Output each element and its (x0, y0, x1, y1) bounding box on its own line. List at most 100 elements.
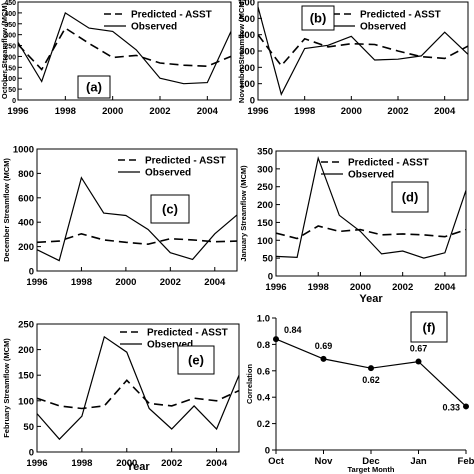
x-tick-label: 1996 (26, 277, 47, 288)
panel-b: 1996 1998 2000 2002 2004 0 100 200 300 400 500 600N… (237, 0, 469, 117)
panel-label: (a) (86, 80, 102, 95)
correlation-point (463, 403, 469, 410)
y-tick-label: 400 (239, 30, 255, 41)
y-tick-label: 600 (18, 193, 34, 204)
x-tick-label: 2002 (392, 282, 413, 293)
y-tick-label: 50 (23, 422, 34, 433)
panel-c: 1996 1998 2000 2002 2004 0 200 400 600 800 1000Dec… (2, 145, 238, 288)
legend-label: Predicted - ASST (348, 158, 429, 169)
y-tick-label: 200 (239, 63, 255, 74)
correlation-point (320, 355, 327, 362)
y-axis-label: Correlation (245, 364, 254, 404)
y-tick-label: 0 (12, 98, 16, 105)
series-observed-line (36, 335, 240, 441)
correlation-line (275, 338, 467, 407)
legend-label: Observed (348, 170, 394, 181)
panel-label-box (391, 181, 429, 213)
correlation-point (368, 365, 374, 372)
panel-label: (b) (310, 11, 327, 26)
y-tick-label: 150 (4, 65, 16, 72)
y-tick-label: 800 (18, 169, 34, 180)
y-tick-label: 250 (18, 320, 34, 331)
plot-frame (275, 150, 467, 277)
panel-label: (c) (162, 202, 178, 217)
x-tick-label: 2004 (434, 282, 456, 293)
x-tick-label: 1998 (71, 458, 92, 469)
y-axis-label: December Streamflow (MCM) (2, 158, 11, 262)
y-tick-label: 350 (257, 147, 273, 158)
x-tick-label: 2002 (387, 106, 408, 117)
y-tick-label: 350 (4, 22, 16, 29)
y-tick-label: 500 (239, 14, 255, 25)
legend-label: Predicted - ASST (147, 328, 228, 339)
x-tick-label: 1998 (55, 106, 76, 117)
y-tick-label: 0 (250, 96, 255, 107)
plot-frame (36, 148, 238, 272)
x-tick-label: Feb (458, 456, 474, 467)
legend-label: Observed (147, 340, 193, 351)
x-tick-label: 2000 (115, 277, 136, 288)
legend-label: Predicted - ASST (360, 10, 441, 21)
panel-f: 0 0.2 0.4 0.6 0.8 1.0 Oct Nov Dec Jan Feb Correlati… (245, 311, 474, 474)
x-tick-label: 2002 (161, 458, 182, 469)
x-tick-label: 1998 (294, 106, 315, 117)
y-axis-label: November Streamflow (MCM) (237, 0, 246, 103)
y-tick-label: 100 (4, 76, 16, 83)
y-tick-label: 300 (4, 33, 16, 40)
legend-label: Observed (145, 168, 191, 179)
y-axis-label: February Streamflow (MCM) (2, 338, 11, 438)
x-tick-label: 2000 (102, 106, 123, 117)
x-tick-label: 2000 (116, 458, 137, 469)
x-tick-label: 2004 (197, 106, 219, 117)
data-label: 0.67 (410, 344, 428, 354)
panel-label-box (77, 75, 111, 99)
y-tick-label: 600 (239, 0, 255, 9)
data-label: 0.69 (315, 341, 333, 351)
y-tick-label: 100 (18, 396, 34, 407)
y-tick-label: 100 (239, 79, 255, 90)
series-observed-line (275, 155, 467, 259)
panel-label: (f) (423, 320, 436, 335)
plot-frame (17, 1, 232, 101)
legend-label: Observed (360, 22, 406, 33)
y-tick-label: 300 (257, 164, 273, 175)
x-axis-label: Year (359, 293, 383, 305)
x-tick-label: 2004 (434, 106, 456, 117)
y-tick-label: 200 (4, 54, 16, 61)
x-axis-label: Target Month (348, 465, 395, 474)
correlation-point (273, 336, 279, 343)
y-tick-label: 400 (4, 11, 16, 18)
x-tick-label: 1996 (247, 106, 268, 117)
y-tick-label: 50 (8, 87, 16, 94)
y-tick-label: 150 (18, 371, 34, 382)
panel-label: (d) (402, 190, 419, 205)
y-tick-label: 0.4 (257, 393, 271, 404)
panel-label-box (301, 5, 335, 31)
y-tick-label: 0.2 (257, 419, 270, 430)
x-axis-label: Year (126, 461, 150, 473)
x-tick-label: 1998 (71, 277, 92, 288)
series-observed-line (36, 176, 238, 262)
x-tick-label: 2002 (149, 106, 170, 117)
y-tick-label: 0.6 (257, 366, 270, 377)
legend-label: Predicted - ASST (145, 156, 226, 167)
y-tick-label: 450 (4, 0, 16, 7)
y-tick-label: 200 (18, 242, 34, 253)
y-tick-label: 150 (257, 218, 273, 229)
y-axis-label: January Streamflow (MCM) (239, 165, 248, 262)
y-tick-label: 200 (18, 345, 34, 356)
y-tick-label: 0 (265, 446, 270, 457)
data-label: 0.33 (442, 402, 460, 412)
data-label: 0.62 (362, 375, 380, 385)
x-tick-label: 1998 (308, 282, 329, 293)
series-observed-line (257, 6, 469, 96)
series-predicted-line (36, 232, 238, 246)
x-tick-label: 2002 (160, 277, 181, 288)
series-predicted-line (17, 26, 232, 71)
